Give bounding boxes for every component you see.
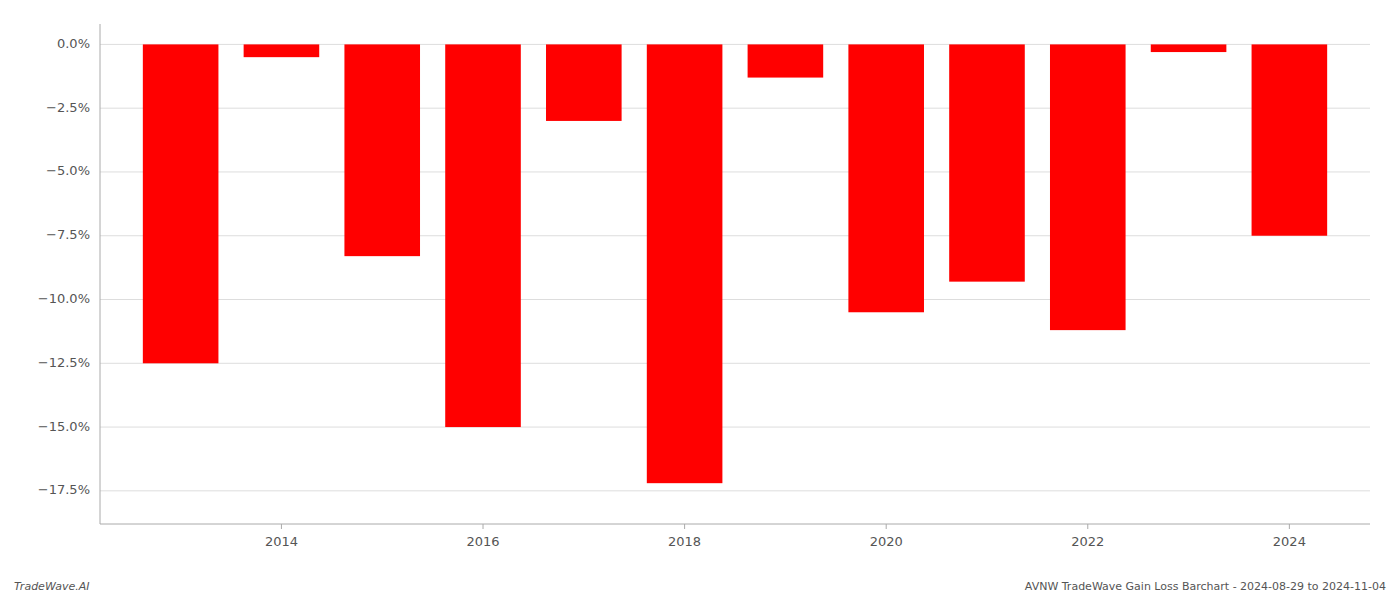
x-tick [281, 524, 282, 529]
x-tick-label: 2022 [1071, 534, 1104, 549]
grid-line [100, 427, 1370, 428]
grid-line [100, 299, 1370, 300]
y-tick-label: −5.0% [46, 163, 90, 178]
grid-line [100, 490, 1370, 491]
y-axis: 0.0% −2.5% −5.0% −7.5% −10.0% −12.5% −15.0% −17… [38, 24, 100, 524]
bars [143, 44, 1327, 483]
x-tick-label: 2016 [466, 534, 499, 549]
y-tick-label: 0.0% [57, 36, 90, 51]
y-tick-label: −17.5% [38, 482, 90, 497]
x-tick [483, 524, 484, 529]
y-axis-line [100, 24, 101, 524]
chart-container: 0.0% −2.5% −5.0% −7.5% −10.0% −12.5% −15.0% −17… [0, 0, 1400, 600]
x-tick [1289, 524, 1290, 529]
grid-line [100, 108, 1370, 109]
bar [344, 44, 420, 256]
y-tick-label: −10.0% [38, 291, 90, 306]
bar [949, 44, 1025, 281]
x-tick-label: 2020 [870, 534, 903, 549]
bar [1050, 44, 1126, 330]
grid [100, 44, 1370, 490]
x-tick [1087, 524, 1088, 529]
bar [748, 44, 824, 77]
bar [1252, 44, 1328, 235]
bar [647, 44, 723, 483]
bar [848, 44, 924, 312]
bar [445, 44, 521, 427]
bar [244, 44, 320, 57]
chart: 0.0% −2.5% −5.0% −7.5% −10.0% −12.5% −15.0% −17… [0, 0, 1400, 600]
x-axis: 2014 2016 2018 2020 2022 2024 [100, 524, 1370, 549]
x-tick-label: 2024 [1273, 534, 1306, 549]
x-tick [684, 524, 685, 529]
x-tick [886, 524, 887, 529]
footer-text: AVNW TradeWave Gain Loss Barchart - 2024… [1025, 580, 1386, 593]
x-tick-label: 2018 [668, 534, 701, 549]
footer-text: TradeWave.AI [14, 580, 89, 593]
bar [546, 44, 622, 121]
background [0, 0, 1400, 600]
bar [143, 44, 219, 363]
grid-line [100, 171, 1370, 172]
grid-line [100, 235, 1370, 236]
y-tick-label: −12.5% [38, 355, 90, 370]
x-axis-line [100, 524, 1370, 525]
y-tick-label: −7.5% [46, 227, 90, 242]
bar [1151, 44, 1227, 52]
y-tick-label: −2.5% [46, 100, 90, 115]
y-tick-label: −15.0% [38, 419, 90, 434]
x-tick-label: 2014 [265, 534, 298, 549]
grid-line [100, 363, 1370, 364]
